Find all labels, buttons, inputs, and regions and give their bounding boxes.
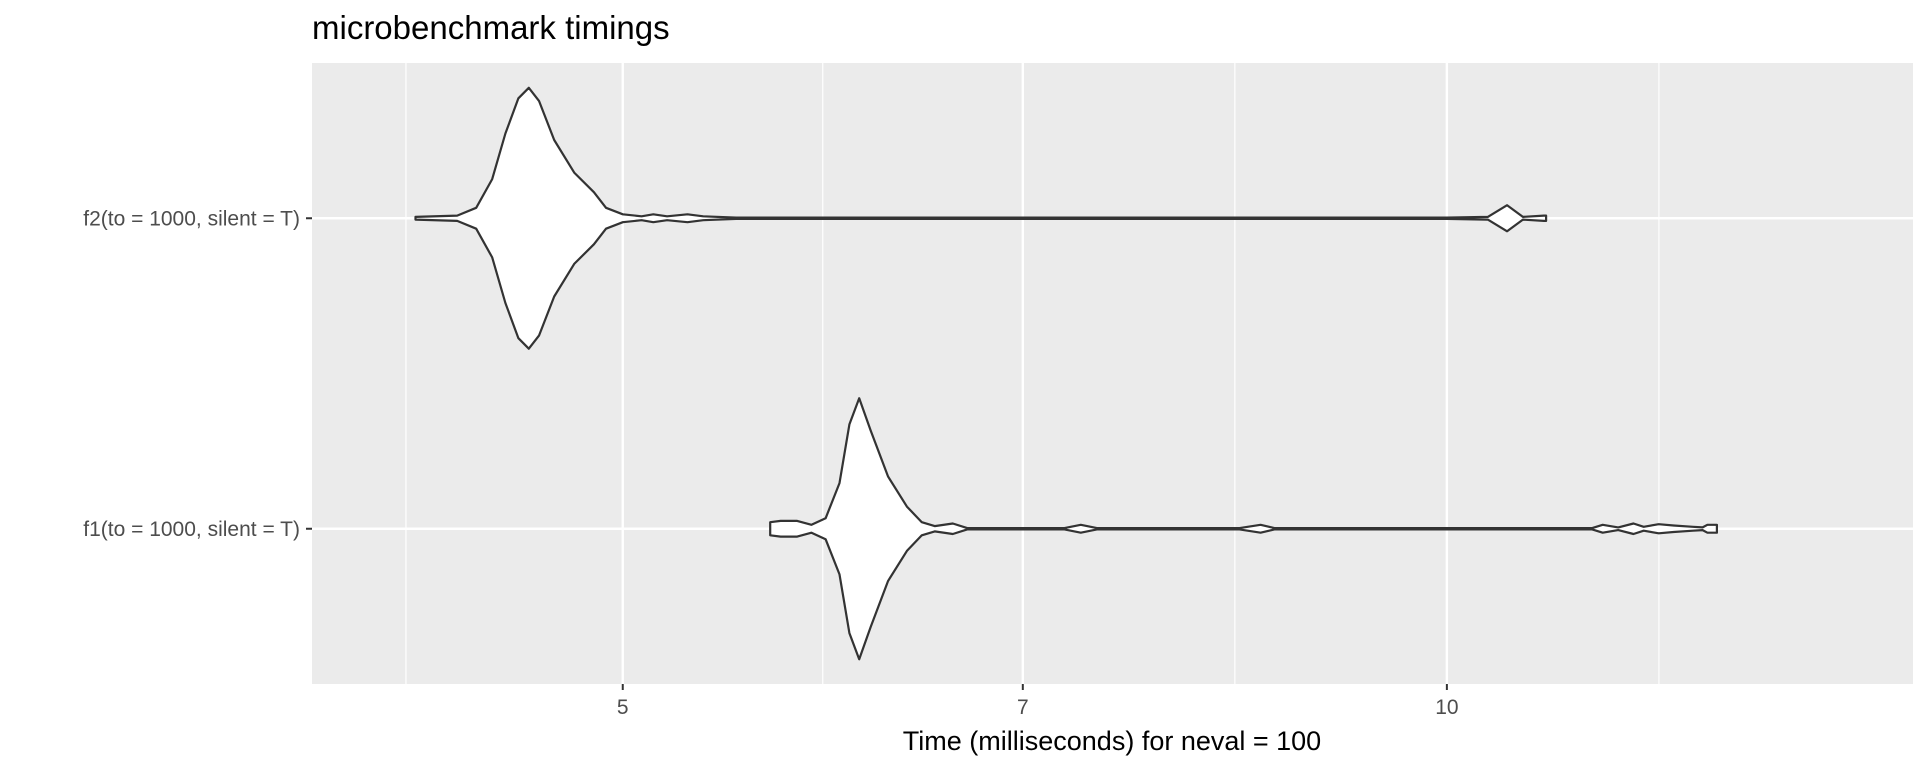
x-axis-label: Time (milliseconds) for neval = 100 [903,726,1321,756]
x-tick-label: 5 [617,696,629,719]
violin-2 [769,397,1718,661]
y-axis: f2(to = 1000, silent = T) f1(to = 1000, s… [83,207,312,541]
violins-layer [414,86,1718,661]
y-tick-label: f1(to = 1000, silent = T) [83,518,300,541]
violin-1 [414,86,1548,350]
y-tick-label: f2(to = 1000, silent = T) [83,207,300,230]
plot-panel [312,63,1913,684]
x-tick-label: 7 [1017,696,1029,719]
x-tick-label: 10 [1435,696,1458,719]
chart-title: microbenchmark timings [312,9,670,46]
x-axis: 5 7 10 [617,684,1459,719]
